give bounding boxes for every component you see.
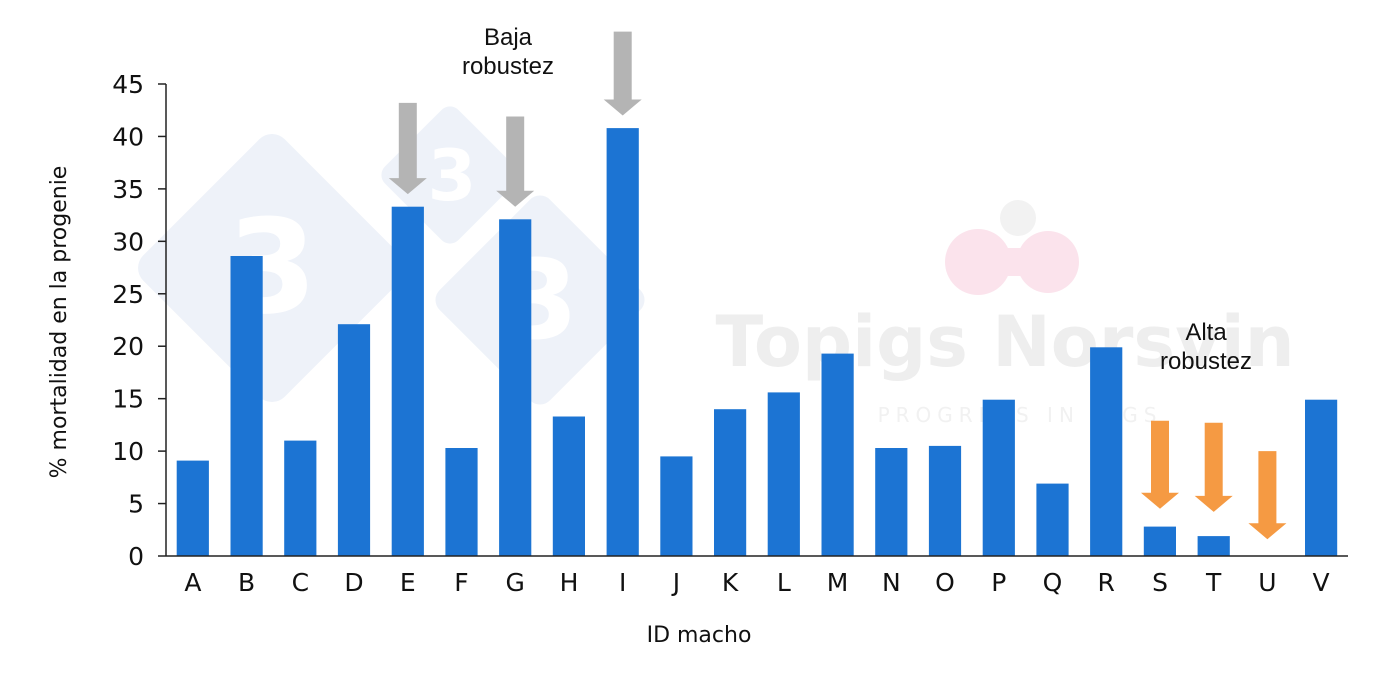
x-tick-label: B (238, 568, 255, 597)
bar-H (552, 416, 585, 556)
x-tick-label: P (991, 568, 1006, 597)
watermark-diamond-glyph-small: 3 (428, 135, 477, 217)
bar-D (337, 324, 371, 556)
x-tick-label: I (619, 568, 626, 597)
arrow-low-E (388, 102, 427, 195)
bar-F (445, 448, 478, 556)
axes: 0 5 10 15 20 25 30 35 40 45 A B C D E F G H I J K L M N O P Q R S T U… (112, 70, 1348, 597)
bar-T (1197, 536, 1230, 556)
y-tick-label: 35 (112, 175, 144, 204)
arrow-high-U (1248, 451, 1287, 540)
bar-O (928, 445, 962, 556)
watermark-molecule-icon (945, 200, 1079, 295)
y-tick-label: 20 (112, 332, 144, 361)
bar-S (1143, 526, 1176, 556)
annotation-high-line1: Alta (1185, 319, 1227, 346)
x-tick-label: F (454, 568, 468, 597)
y-tick-label: 10 (112, 437, 144, 466)
x-tick-label: E (400, 568, 416, 597)
bar-K (714, 409, 747, 556)
arrow-low-G (496, 116, 535, 207)
annotation-low-robustness: Baja robustez (462, 24, 554, 80)
bar-I (606, 128, 639, 556)
y-axis-ticks: 0 5 10 15 20 25 30 35 40 45 (112, 70, 166, 571)
watermark-brand-text: Topigs Norsvin (715, 301, 1294, 383)
bar-R (1090, 347, 1123, 556)
bar-series (176, 128, 1338, 557)
x-tick-label: D (344, 568, 363, 597)
x-tick-label: C (292, 568, 309, 597)
arrow-high-T (1194, 422, 1233, 512)
bar-L (767, 392, 800, 556)
bar-A (176, 460, 209, 556)
x-axis-title: ID macho (647, 623, 752, 648)
bar-M (821, 353, 854, 556)
x-tick-label: A (184, 568, 201, 597)
y-tick-label: 0 (128, 542, 144, 571)
y-tick-label: 25 (112, 280, 144, 309)
arrow-markers (388, 31, 1287, 540)
annotation-low-line1: Baja (484, 24, 533, 51)
y-tick-label: 45 (112, 70, 144, 99)
x-tick-label: G (506, 568, 525, 597)
annotation-high-robustness: Alta robustez (1160, 319, 1252, 375)
bar-G (499, 219, 532, 557)
x-tick-label: N (882, 568, 901, 597)
arrow-low-I (603, 31, 642, 116)
y-tick-label: 30 (112, 227, 144, 256)
x-tick-label: T (1205, 568, 1222, 597)
x-tick-label: H (560, 568, 579, 597)
annotation-low-line2: robustez (462, 53, 554, 80)
x-tick-label: K (722, 568, 739, 597)
x-tick-label: U (1258, 568, 1276, 597)
bar-Q (1036, 483, 1069, 556)
bar-E (391, 206, 424, 556)
x-tick-label: R (1098, 568, 1115, 597)
bar-B (230, 256, 263, 556)
bar-V (1305, 399, 1338, 556)
x-tick-label: J (671, 568, 680, 597)
bar-J (660, 456, 693, 556)
bar-P (982, 399, 1015, 556)
arrow-high-S (1141, 420, 1179, 509)
x-tick-label: S (1152, 568, 1168, 597)
x-tick-label: M (827, 568, 849, 597)
bar-N (875, 448, 908, 556)
x-tick-label: L (777, 568, 791, 597)
y-tick-label: 40 (112, 122, 144, 151)
x-tick-label: O (935, 568, 955, 597)
bar-C (284, 440, 317, 556)
x-tick-label: Q (1043, 568, 1063, 597)
y-tick-label: 5 (128, 490, 144, 519)
watermark-diamond-logo-right (435, 195, 645, 405)
annotation-high-line2: robustez (1160, 348, 1252, 375)
x-tick-label: V (1313, 568, 1330, 597)
x-axis-ticks: A B C D E F G H I J K L M N O P Q R S T U V (184, 568, 1329, 597)
y-tick-label: 15 (112, 385, 144, 414)
y-axis-title: % mortalidad en la progenie (47, 166, 72, 479)
